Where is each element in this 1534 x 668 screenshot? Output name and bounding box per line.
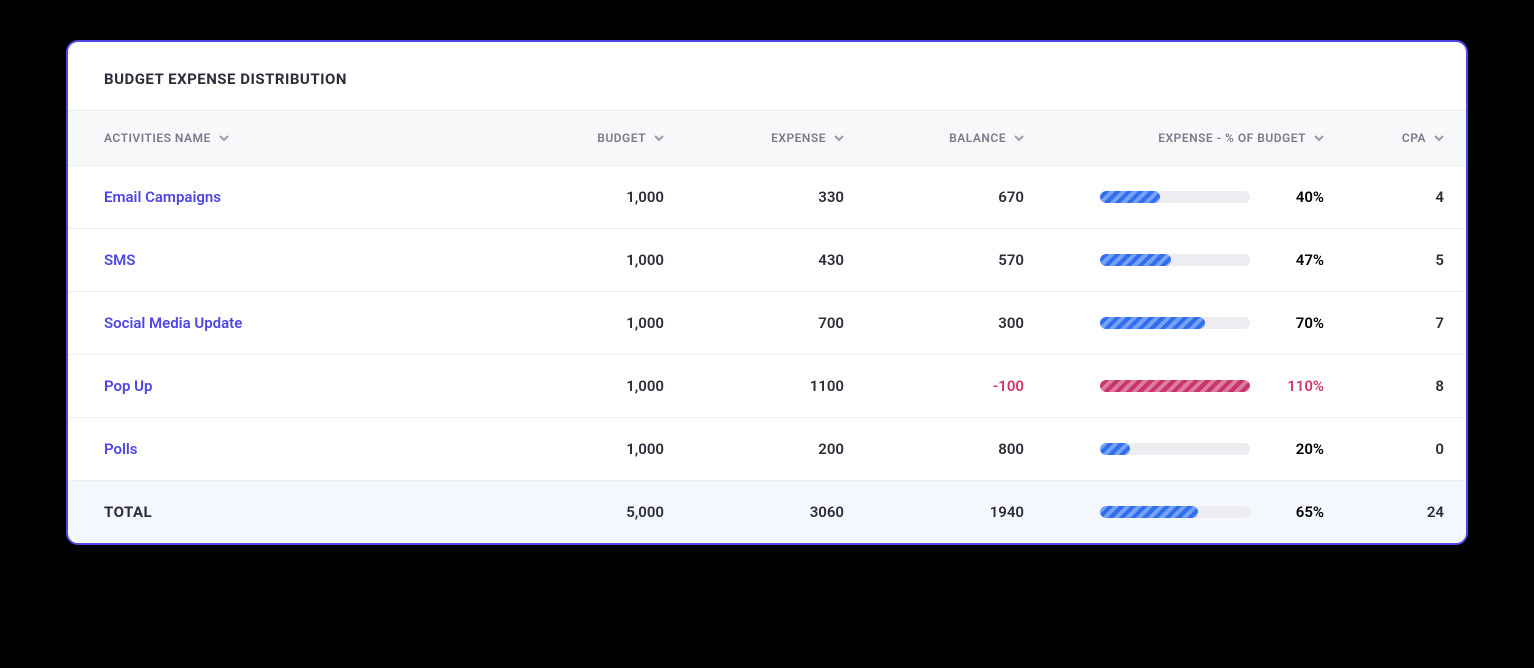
progress-track — [1100, 380, 1250, 392]
table-row: SMS1,000430570 47%5 — [68, 229, 1466, 292]
expense-value: 200 — [664, 440, 844, 458]
expense-pct-label: 70% — [1274, 314, 1324, 332]
progress-fill — [1100, 506, 1198, 518]
cpa-value: 7 — [1324, 314, 1444, 332]
progress-fill — [1100, 317, 1205, 329]
cpa-value: 0 — [1324, 440, 1444, 458]
expense-pct-cell: 47% — [1024, 251, 1324, 269]
card-title: BUDGET EXPENSE DISTRIBUTION — [68, 42, 1466, 110]
chevron-down-icon — [1314, 133, 1324, 143]
budget-value: 1,000 — [484, 251, 664, 269]
balance-value: 300 — [844, 314, 1024, 332]
column-header-label: CPA — [1402, 131, 1426, 145]
expense-value: 700 — [664, 314, 844, 332]
expense-pct-label: 110% — [1274, 377, 1324, 395]
activity-name-link[interactable]: Pop Up — [104, 377, 484, 395]
column-header-pct[interactable]: EXPENSE - % OF BUDGET — [1024, 131, 1324, 145]
progress-track — [1100, 317, 1250, 329]
balance-value: -100 — [844, 377, 1024, 395]
column-header-label: BUDGET — [597, 131, 646, 145]
chevron-down-icon — [834, 133, 844, 143]
chevron-down-icon — [219, 133, 229, 143]
budget-value: 1,000 — [484, 377, 664, 395]
balance-value: 800 — [844, 440, 1024, 458]
budget-value: 5,000 — [484, 503, 664, 521]
expense-pct-label: 20% — [1274, 440, 1324, 458]
expense-pct-cell: 40% — [1024, 188, 1324, 206]
total-label: TOTAL — [104, 503, 484, 521]
table-total-row: TOTAL5,00030601940 65%24 — [68, 481, 1466, 543]
column-header-label: EXPENSE — [771, 131, 826, 145]
table-body: Email Campaigns1,00033067040%4SMS1,00043… — [68, 166, 1466, 543]
column-header-cpa[interactable]: CPA — [1324, 131, 1444, 145]
table-row: Polls1,000200800 20%0 — [68, 418, 1466, 481]
column-header-label: BALANCE — [949, 131, 1006, 145]
activity-name-link[interactable]: Social Media Update — [104, 314, 484, 332]
progress-fill — [1100, 443, 1130, 455]
expense-pct-label: 47% — [1274, 251, 1324, 269]
table-row: Social Media Update1,000700300 70%7 — [68, 292, 1466, 355]
chevron-down-icon — [1014, 133, 1024, 143]
progress-track — [1100, 506, 1250, 518]
expense-pct-cell: 65% — [1024, 503, 1324, 521]
balance-value: 570 — [844, 251, 1024, 269]
cpa-value: 5 — [1324, 251, 1444, 269]
expense-pct-cell: 110% — [1024, 377, 1324, 395]
chevron-down-icon — [1434, 133, 1444, 143]
table-row: Pop Up1,0001100-100 110%8 — [68, 355, 1466, 418]
column-header-expense[interactable]: EXPENSE — [664, 131, 844, 145]
balance-value: 1940 — [844, 503, 1024, 521]
budget-value: 1,000 — [484, 440, 664, 458]
table-row: Email Campaigns1,000330670 40%4 — [68, 166, 1466, 229]
expense-value: 330 — [664, 188, 844, 206]
progress-track — [1100, 254, 1250, 266]
progress-fill — [1100, 191, 1160, 203]
chevron-down-icon — [654, 133, 664, 143]
column-header-balance[interactable]: BALANCE — [844, 131, 1024, 145]
progress-fill — [1100, 254, 1171, 266]
expense-pct-cell: 70% — [1024, 314, 1324, 332]
table-header: ACTIVITIES NAME BUDGET EXPENSE BALANCE EXPEN… — [68, 110, 1466, 166]
expense-value: 1100 — [664, 377, 844, 395]
cpa-value: 24 — [1324, 503, 1444, 521]
progress-track — [1100, 443, 1250, 455]
column-header-name[interactable]: ACTIVITIES NAME — [104, 131, 484, 145]
expense-pct-cell: 20% — [1024, 440, 1324, 458]
expense-pct-label: 40% — [1274, 188, 1324, 206]
budget-value: 1,000 — [484, 188, 664, 206]
column-header-label: EXPENSE - % OF BUDGET — [1158, 131, 1306, 145]
progress-track — [1100, 191, 1250, 203]
expense-value: 3060 — [664, 503, 844, 521]
column-header-budget[interactable]: BUDGET — [484, 131, 664, 145]
expense-pct-label: 65% — [1274, 503, 1324, 521]
balance-value: 670 — [844, 188, 1024, 206]
activity-name-link[interactable]: SMS — [104, 251, 484, 269]
activity-name-link[interactable]: Polls — [104, 440, 484, 458]
activity-name-link[interactable]: Email Campaigns — [104, 188, 484, 206]
expense-value: 430 — [664, 251, 844, 269]
cpa-value: 8 — [1324, 377, 1444, 395]
column-header-label: ACTIVITIES NAME — [104, 131, 211, 145]
budget-expense-card: BUDGET EXPENSE DISTRIBUTION ACTIVITIES N… — [66, 40, 1468, 545]
progress-fill — [1100, 380, 1250, 392]
budget-value: 1,000 — [484, 314, 664, 332]
cpa-value: 4 — [1324, 188, 1444, 206]
